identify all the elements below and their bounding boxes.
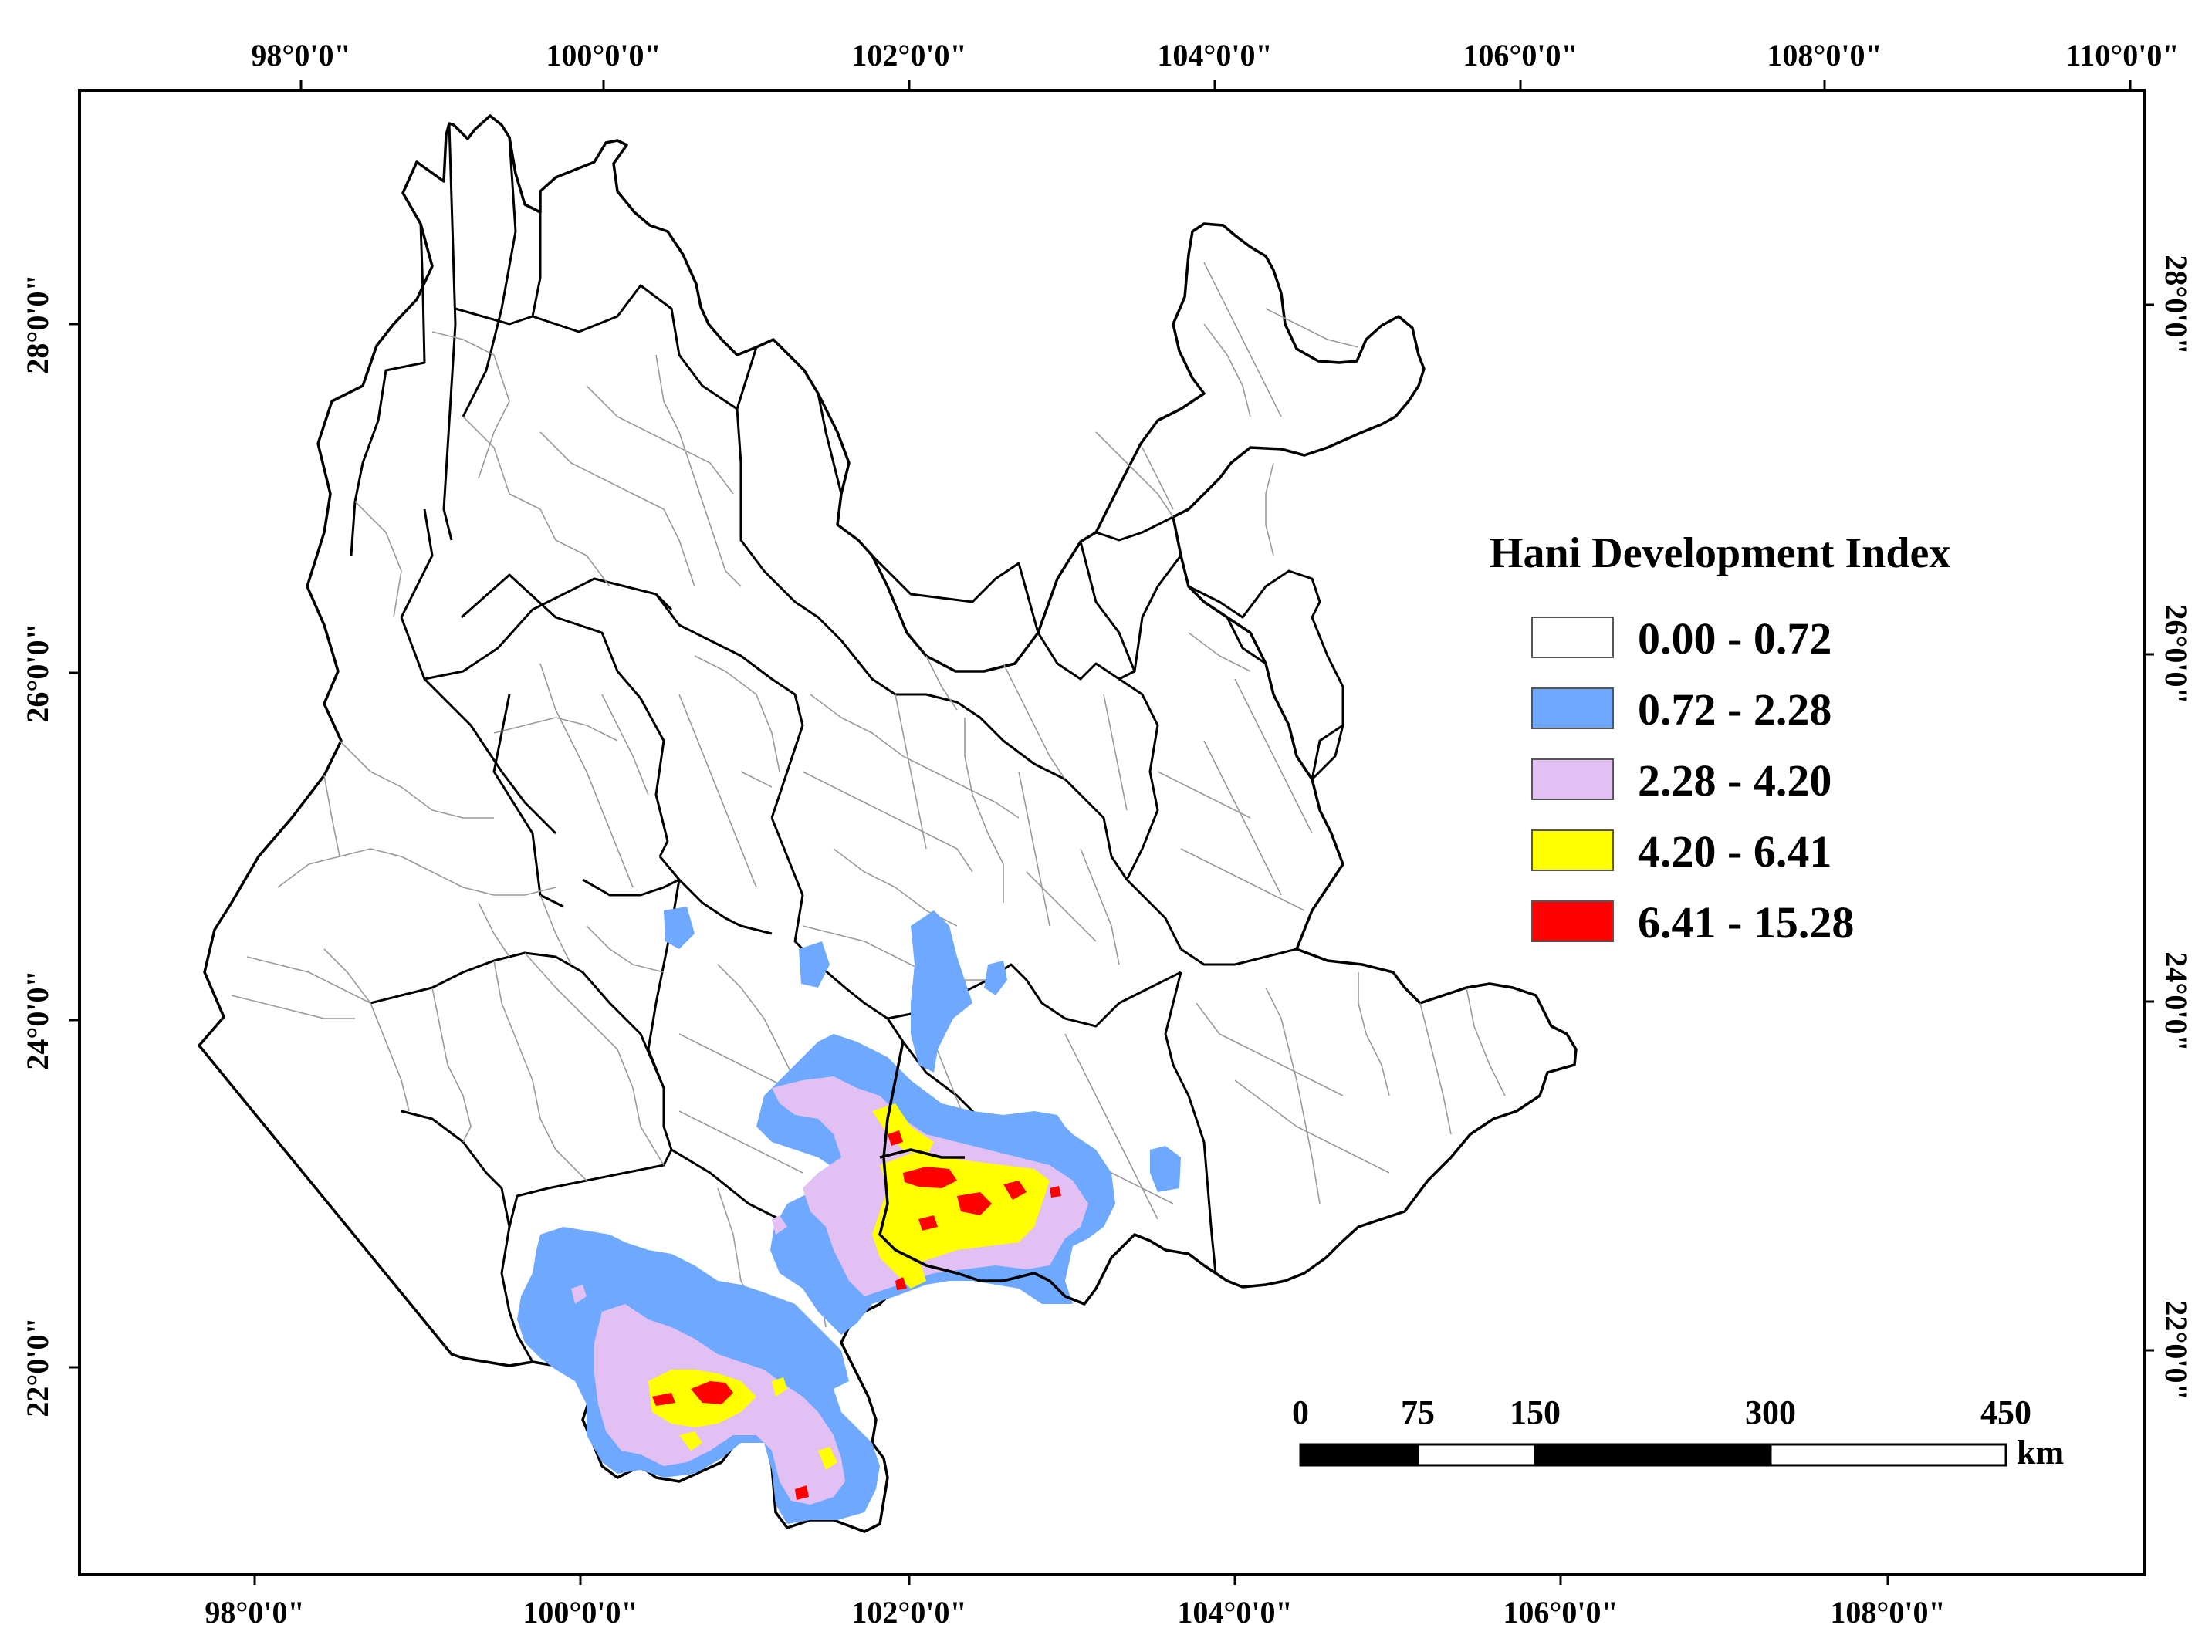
right-lat-label: 28°0'0": [2159, 255, 2193, 354]
scale-segment: [1534, 1443, 1772, 1467]
legend-item: 2.28 - 4.20: [1531, 755, 1831, 806]
left-lat-label: 28°0'0": [20, 274, 55, 373]
bottom-lon-label: 104°0'0": [1177, 1595, 1292, 1630]
legend: Hani Development Index 0.00 - 0.72 0.72 …: [1490, 529, 1950, 948]
prefecture-boundaries: [350, 123, 1344, 1363]
left-lat-label: 22°0'0": [20, 1317, 55, 1417]
frame-ticks: [69, 80, 2154, 1585]
scale-segment: [1416, 1443, 1537, 1467]
scale-tick-label: 0: [1292, 1394, 1309, 1431]
right-lat-label: 22°0'0": [2159, 1300, 2193, 1400]
legend-swatch: [1531, 829, 1614, 871]
region-outline: [878, 1041, 1085, 1306]
top-lon-label: 110°0'0": [2065, 38, 2179, 73]
scale-unit: km: [2017, 1434, 2064, 1471]
bottom-lon-label: 100°0'0": [523, 1595, 638, 1630]
legend-item: 0.72 - 2.28: [1531, 684, 1831, 735]
top-lon-label: 98°0'0": [251, 38, 350, 73]
bottom-lon-label: 102°0'0": [851, 1595, 966, 1630]
top-lon-label: 100°0'0": [546, 38, 661, 73]
hdi-class-4-zones: [652, 1130, 1061, 1500]
legend-label: 6.41 - 15.28: [1638, 897, 1854, 948]
scale-segment: [1769, 1443, 2007, 1467]
legend-label: 2.28 - 4.20: [1638, 755, 1831, 806]
legend-item: 0.00 - 0.72: [1531, 613, 1831, 664]
legend-swatch: [1531, 687, 1614, 729]
legend-swatch: [1531, 617, 1614, 658]
legend-item: 6.41 - 15.28: [1531, 897, 1854, 948]
scale-tick-label: 150: [1510, 1394, 1561, 1431]
legend-item: 4.20 - 6.41: [1531, 826, 1831, 877]
bottom-lon-label: 106°0'0": [1503, 1595, 1618, 1630]
scale-tick-label: 75: [1401, 1394, 1435, 1431]
bottom-lon-label: 108°0'0": [1830, 1595, 1945, 1630]
bottom-longitude-labels: 98°0'0" 100°0'0" 102°0'0" 104°0'0" 106°0…: [205, 1595, 1945, 1630]
left-latitude-labels: 28°0'0" 26°0'0" 24°0'0" 22°0'0": [20, 274, 55, 1417]
scale-tick-label: 300: [1745, 1394, 1796, 1431]
right-lat-label: 26°0'0": [2159, 604, 2193, 704]
scale-segment: [1299, 1443, 1419, 1467]
top-lon-label: 102°0'0": [851, 38, 966, 73]
legend-title: Hani Development Index: [1490, 529, 1950, 577]
legend-label: 0.72 - 2.28: [1638, 684, 1831, 735]
legend-swatch: [1531, 900, 1614, 942]
left-lat-label: 26°0'0": [20, 623, 55, 722]
bottom-lon-label: 98°0'0": [205, 1595, 304, 1630]
legend-label: 0.00 - 0.72: [1638, 613, 1831, 664]
top-lon-label: 106°0'0": [1463, 38, 1578, 73]
left-lat-label: 24°0'0": [20, 970, 55, 1069]
legend-label: 4.20 - 6.41: [1638, 826, 1831, 877]
top-longitude-labels: 98°0'0" 100°0'0" 102°0'0" 104°0'0" 106°0…: [251, 38, 2179, 73]
scale-tick-label: 450: [1980, 1394, 2031, 1431]
right-lat-label: 24°0'0": [2159, 951, 2193, 1051]
scale-bar: 0 75 150 300 450 km: [1292, 1394, 2064, 1471]
legend-swatch: [1531, 758, 1614, 800]
right-latitude-labels: 28°0'0" 26°0'0" 24°0'0" 22°0'0": [2159, 255, 2193, 1400]
top-lon-label: 108°0'0": [1767, 38, 1882, 73]
top-lon-label: 104°0'0": [1157, 38, 1272, 73]
